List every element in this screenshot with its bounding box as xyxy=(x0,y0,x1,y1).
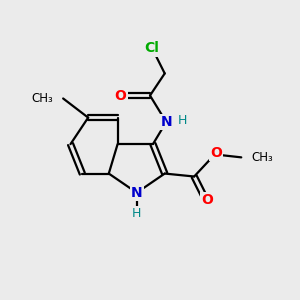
Text: O: O xyxy=(210,146,222,160)
Text: N: N xyxy=(161,115,172,129)
Text: N: N xyxy=(131,186,142,200)
Text: CH₃: CH₃ xyxy=(31,92,53,105)
Text: O: O xyxy=(202,193,213,207)
Text: O: O xyxy=(115,88,127,103)
Text: H: H xyxy=(132,207,141,220)
Text: Cl: Cl xyxy=(144,41,159,56)
Text: H: H xyxy=(178,114,187,127)
Text: CH₃: CH₃ xyxy=(252,151,273,164)
